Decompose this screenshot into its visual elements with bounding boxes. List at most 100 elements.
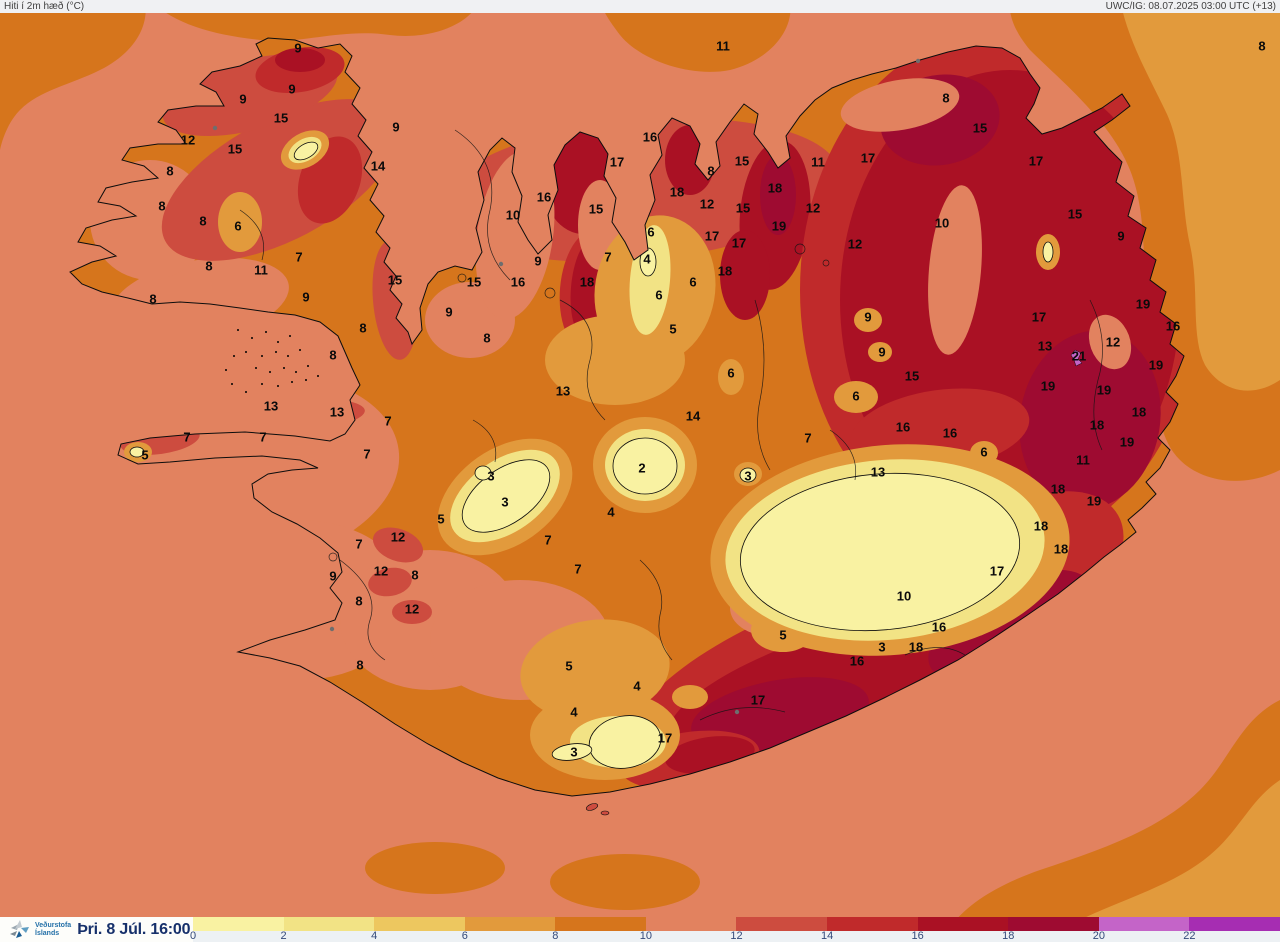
temp-label: 18 <box>909 639 923 654</box>
temp-label: 18 <box>580 274 594 289</box>
legend-segment <box>374 917 465 931</box>
temp-label: 5 <box>779 627 786 642</box>
temp-label: 9 <box>302 289 309 304</box>
vedurstofa-logo-icon <box>10 919 29 938</box>
legend-tick-labels: 0 2 4 6 8 10 12 14 16 18 20 22 <box>190 930 1280 942</box>
temp-label: 19 <box>1120 434 1134 449</box>
legend-segment <box>1008 917 1099 931</box>
temp-label: 15 <box>1068 206 1082 221</box>
temp-label: 8 <box>707 163 714 178</box>
temp-label: 9 <box>864 309 871 324</box>
temp-label: 16 <box>511 274 525 289</box>
org-name-line2: Íslands <box>35 929 60 937</box>
temp-label: 12 <box>700 196 714 211</box>
temp-label: 2 <box>638 460 645 475</box>
temp-label: 3 <box>570 744 577 759</box>
legend-tick: 14 <box>820 930 834 942</box>
temp-label: 17 <box>732 235 746 250</box>
temp-label: 17 <box>751 692 765 707</box>
temp-label: 9 <box>392 119 399 134</box>
station-dots <box>212 58 921 715</box>
temp-label: 12 <box>806 200 820 215</box>
org-name-line1: Veðurstofa <box>35 922 72 929</box>
temp-label: 8 <box>1258 38 1265 53</box>
temp-label: 16 <box>643 129 657 144</box>
hot-spot-21 <box>1070 349 1083 367</box>
temp-label: 7 <box>355 536 362 551</box>
temp-label: 8 <box>158 198 165 213</box>
legend-segment <box>736 917 828 931</box>
temp-label: 9 <box>288 81 295 96</box>
legend-tick: 8 <box>552 930 559 942</box>
temp-label: 5 <box>141 447 148 462</box>
temp-label: 15 <box>973 120 987 135</box>
temp-label: 19 <box>1097 382 1111 397</box>
temp-label: 15 <box>905 368 919 383</box>
temp-label: 7 <box>295 249 302 264</box>
temp-label: 17 <box>610 154 624 169</box>
temp-label: 18 <box>1132 404 1146 419</box>
legend-segment <box>1189 917 1280 931</box>
legend-tick: 4 <box>371 930 378 942</box>
temp-label: 17 <box>658 730 672 745</box>
station-dot <box>329 626 335 632</box>
temp-label: 15 <box>589 201 603 216</box>
temp-label: 3 <box>878 639 885 654</box>
temp-label: 8 <box>199 213 206 228</box>
temp-label: 8 <box>942 90 949 105</box>
temp-label: 21 <box>1072 348 1086 363</box>
temp-label: 7 <box>183 429 190 444</box>
temp-label: 4 <box>643 251 651 266</box>
temp-label: 17 <box>861 150 875 165</box>
temp-label: 3 <box>501 494 508 509</box>
temp-label: 7 <box>604 249 611 264</box>
temp-label: 19 <box>1087 493 1101 508</box>
temp-label: 16 <box>537 189 551 204</box>
temp-label: 10 <box>506 207 520 222</box>
temp-label: 10 <box>897 588 911 603</box>
temp-label: 12 <box>1106 334 1120 349</box>
temp-label: 9 <box>534 253 541 268</box>
temp-label: 8 <box>356 657 363 672</box>
temp-label: 8 <box>483 330 490 345</box>
temp-label: 5 <box>437 511 444 526</box>
temp-label: 16 <box>932 619 946 634</box>
temp-label: 16 <box>943 425 957 440</box>
temp-label: 9 <box>445 304 452 319</box>
legend-segment <box>1098 917 1190 931</box>
temp-label: 10 <box>935 215 949 230</box>
org-name: Veðurstofa Íslands <box>35 922 71 937</box>
model-run-info: UWC/IG: 08.07.2025 03:00 UTC (+13) <box>1105 1 1276 12</box>
temp-label: 17 <box>1032 309 1046 324</box>
temp-label: 19 <box>1041 378 1055 393</box>
station-dot <box>498 261 504 267</box>
temp-label: 16 <box>896 419 910 434</box>
temp-label: 16 <box>1166 318 1180 333</box>
legend-segment <box>555 917 646 931</box>
temp-label: 13 <box>330 404 344 419</box>
temp-label: 7 <box>574 561 581 576</box>
legend-segment <box>827 917 918 931</box>
contour-lines <box>239 129 1103 816</box>
temp-label: 8 <box>329 347 336 362</box>
temp-label: 13 <box>556 383 570 398</box>
temp-label: 5 <box>669 321 676 336</box>
temp-label: 4 <box>607 504 615 519</box>
legend-tick: 6 <box>461 930 468 942</box>
temp-label: 11 <box>254 262 268 277</box>
temp-label: 15 <box>228 141 242 156</box>
temp-label: 7 <box>259 429 266 444</box>
temp-label: 8 <box>355 593 362 608</box>
temp-label: 14 <box>371 158 386 173</box>
temp-label: 18 <box>1054 541 1068 556</box>
legend-segment <box>917 917 1009 931</box>
valid-datetime: Þri. 8 Júl. 16:00 <box>77 920 191 938</box>
temp-label: 11 <box>1076 452 1090 467</box>
temp-label: 8 <box>166 163 173 178</box>
legend-segment <box>645 917 737 931</box>
temp-label: 7 <box>544 532 551 547</box>
temp-label: 15 <box>388 272 402 287</box>
